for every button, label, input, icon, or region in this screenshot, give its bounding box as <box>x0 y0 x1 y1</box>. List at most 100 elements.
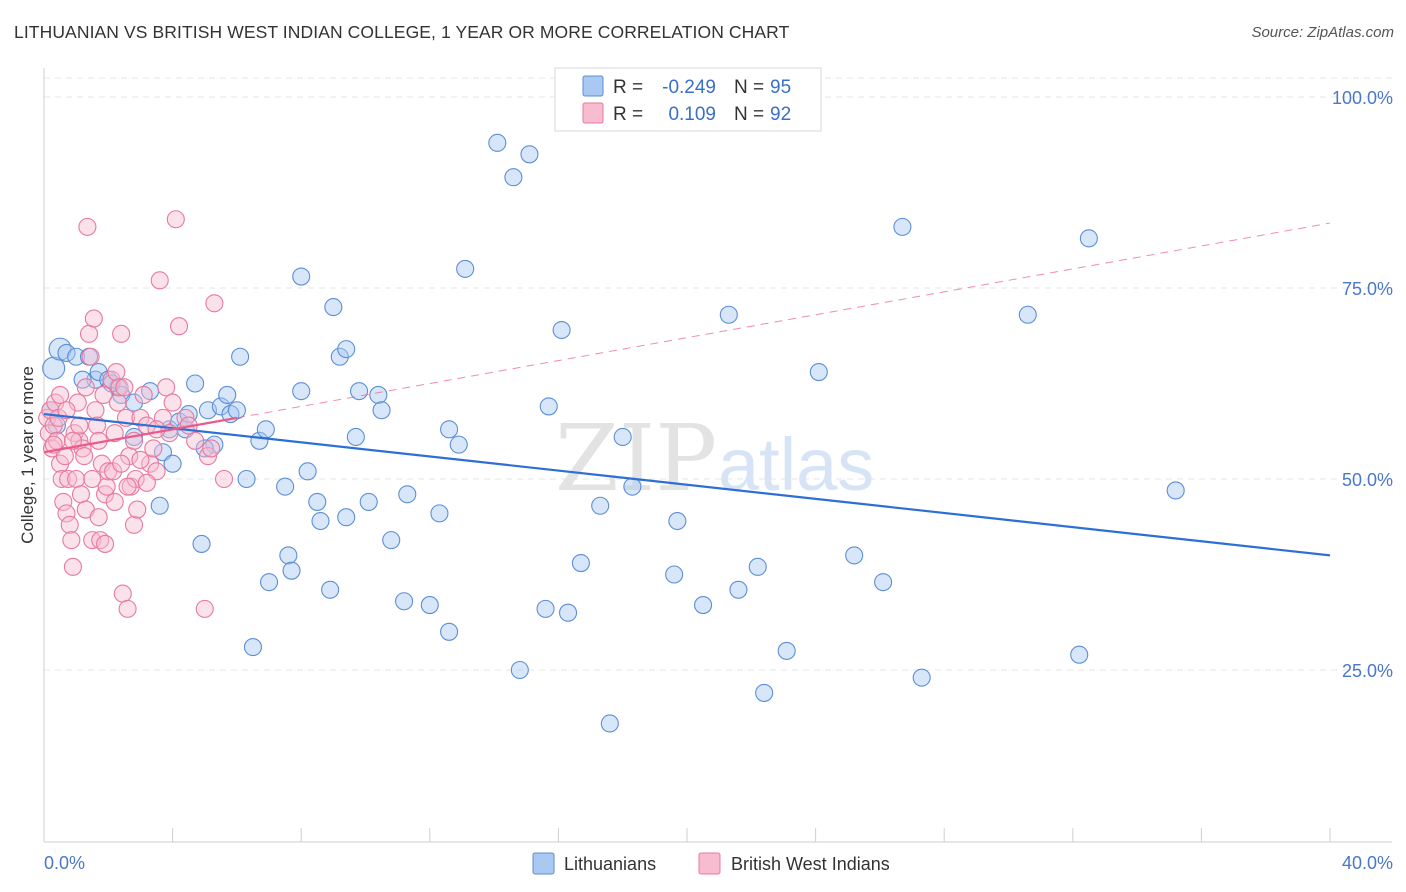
data-point[interactable] <box>124 393 144 412</box>
data-point[interactable] <box>395 592 414 611</box>
data-point[interactable] <box>60 515 79 534</box>
data-point[interactable] <box>912 668 931 687</box>
data-point[interactable] <box>141 454 160 473</box>
data-point[interactable] <box>311 511 330 531</box>
data-point[interactable] <box>359 492 378 511</box>
data-point[interactable] <box>118 599 137 618</box>
data-point[interactable] <box>150 496 169 515</box>
data-point[interactable] <box>440 622 459 641</box>
data-point[interactable] <box>449 435 468 454</box>
data-point[interactable] <box>63 557 82 576</box>
data-point[interactable] <box>67 469 86 489</box>
data-point[interactable] <box>137 473 156 492</box>
data-point[interactable] <box>504 168 523 187</box>
data-point[interactable] <box>205 294 224 313</box>
data-point[interactable] <box>809 362 828 382</box>
data-point[interactable] <box>52 469 71 489</box>
data-point[interactable] <box>186 374 205 393</box>
data-point[interactable] <box>218 385 237 405</box>
data-point[interactable] <box>430 504 449 523</box>
data-point[interactable] <box>163 454 182 473</box>
data-point[interactable] <box>79 324 99 343</box>
data-point[interactable] <box>54 492 73 511</box>
data-point[interactable] <box>539 397 558 416</box>
data-point[interactable] <box>62 531 81 550</box>
data-point[interactable] <box>552 320 571 340</box>
data-point[interactable] <box>231 347 250 366</box>
data-point[interactable] <box>665 565 684 584</box>
data-point[interactable] <box>163 393 182 412</box>
data-point[interactable] <box>192 534 211 553</box>
data-point[interactable] <box>118 477 137 496</box>
data-point[interactable] <box>131 408 150 427</box>
data-point[interactable] <box>337 340 356 359</box>
data-point[interactable] <box>76 378 95 397</box>
data-point[interactable] <box>256 420 275 439</box>
data-point[interactable] <box>1070 645 1089 664</box>
data-point[interactable] <box>128 500 147 519</box>
data-point[interactable] <box>89 508 108 527</box>
data-point[interactable] <box>668 511 687 531</box>
data-point[interactable] <box>51 385 70 405</box>
data-point[interactable] <box>777 641 796 660</box>
data-point[interactable] <box>324 298 343 317</box>
data-point[interactable] <box>729 580 748 599</box>
data-point[interactable] <box>150 271 169 290</box>
data-point[interactable] <box>369 385 388 405</box>
data-point[interactable] <box>874 573 893 592</box>
data-point[interactable] <box>372 401 391 420</box>
data-point[interactable] <box>75 447 94 466</box>
data-point[interactable] <box>227 401 246 420</box>
data-point[interactable] <box>131 450 150 469</box>
data-point[interactable] <box>71 485 91 504</box>
data-point[interactable] <box>124 515 144 534</box>
data-point[interactable] <box>48 337 72 361</box>
data-point[interactable] <box>96 534 115 553</box>
data-point[interactable] <box>107 362 126 382</box>
data-point[interactable] <box>169 317 189 336</box>
data-point[interactable] <box>292 382 311 401</box>
data-point[interactable] <box>110 378 129 397</box>
data-point[interactable] <box>276 477 295 496</box>
data-point[interactable] <box>81 347 100 366</box>
data-point[interactable] <box>845 546 864 565</box>
data-point[interactable] <box>97 477 116 496</box>
data-point[interactable] <box>144 439 163 458</box>
data-point[interactable] <box>1079 229 1098 248</box>
data-point[interactable] <box>86 401 105 420</box>
data-point[interactable] <box>337 508 356 527</box>
data-point[interactable] <box>105 424 124 443</box>
data-point[interactable] <box>1166 481 1185 500</box>
data-point[interactable] <box>893 217 912 236</box>
data-point[interactable] <box>112 324 131 343</box>
data-point[interactable] <box>214 469 234 489</box>
data-point[interactable] <box>719 305 738 324</box>
data-point[interactable] <box>488 133 507 152</box>
data-point[interactable] <box>520 145 539 164</box>
data-point[interactable] <box>536 599 555 618</box>
data-point[interactable] <box>113 584 132 603</box>
data-point[interactable] <box>157 378 176 397</box>
data-point[interactable] <box>112 454 131 473</box>
data-point[interactable] <box>57 504 76 523</box>
data-point[interactable] <box>456 259 475 278</box>
data-point[interactable] <box>330 347 349 366</box>
data-point[interactable] <box>42 356 66 380</box>
data-point[interactable] <box>748 557 767 576</box>
data-point[interactable] <box>282 561 301 580</box>
data-point[interactable] <box>202 439 221 458</box>
data-point[interactable] <box>510 660 529 680</box>
data-point[interactable] <box>308 492 327 511</box>
data-point[interactable] <box>83 469 102 489</box>
data-point[interactable] <box>694 596 713 615</box>
data-point[interactable] <box>259 573 279 592</box>
data-point[interactable] <box>57 401 76 420</box>
data-point[interactable] <box>134 385 153 405</box>
data-point[interactable] <box>94 385 113 405</box>
data-point[interactable] <box>105 492 124 511</box>
data-point[interactable] <box>571 553 590 573</box>
data-point[interactable] <box>558 603 578 622</box>
data-point[interactable] <box>420 596 439 615</box>
data-point[interactable] <box>237 469 256 489</box>
data-point[interactable] <box>115 378 134 397</box>
